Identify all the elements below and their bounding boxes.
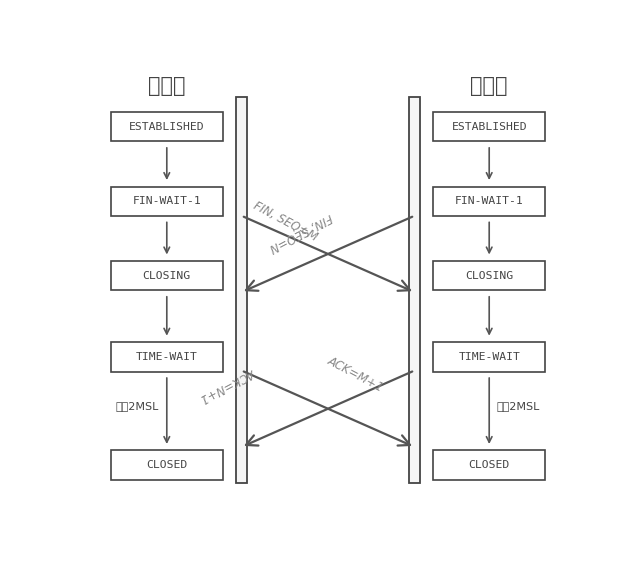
FancyBboxPatch shape [433,451,545,480]
Text: 等待2MSL: 等待2MSL [116,401,159,411]
Text: FIN-WAIT-1: FIN-WAIT-1 [132,196,201,206]
Text: TIME-WAIT: TIME-WAIT [458,352,520,362]
FancyBboxPatch shape [433,186,545,216]
FancyBboxPatch shape [111,186,223,216]
Text: CLOSING: CLOSING [465,271,513,281]
Text: ESTABLISHED: ESTABLISHED [129,122,205,132]
Text: 等待2MSL: 等待2MSL [497,401,540,411]
Text: FIN, SEQ=M: FIN, SEQ=M [251,199,319,243]
Text: 服务端: 服务端 [470,76,508,96]
FancyBboxPatch shape [433,342,545,372]
Text: CLOSED: CLOSED [468,460,510,470]
Text: CLOSING: CLOSING [143,271,191,281]
Text: ACK=M+1: ACK=M+1 [326,355,386,394]
Text: FIN-WAIT-1: FIN-WAIT-1 [455,196,524,206]
FancyBboxPatch shape [111,342,223,372]
FancyBboxPatch shape [410,97,420,483]
FancyBboxPatch shape [111,261,223,290]
FancyBboxPatch shape [111,112,223,141]
FancyBboxPatch shape [433,261,545,290]
FancyBboxPatch shape [111,451,223,480]
Text: TIME-WAIT: TIME-WAIT [136,352,198,362]
FancyBboxPatch shape [236,97,246,483]
Text: ESTABLISHED: ESTABLISHED [451,122,527,132]
Text: CLOSED: CLOSED [146,460,188,470]
Text: FIN, SEQ=N: FIN, SEQ=N [267,211,334,255]
Text: 客户端: 客户端 [148,76,186,96]
Text: ACK=N+1: ACK=N+1 [198,365,257,404]
FancyBboxPatch shape [433,112,545,141]
